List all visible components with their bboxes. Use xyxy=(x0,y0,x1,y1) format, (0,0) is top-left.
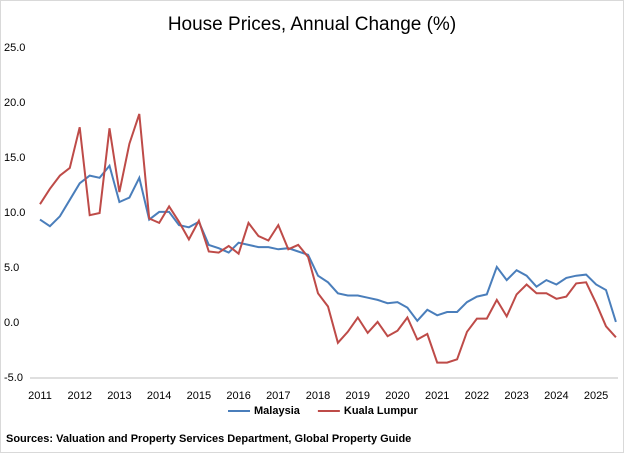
y-tick-label: 5.0 xyxy=(4,262,19,274)
legend-label: Kuala Lumpur xyxy=(344,405,419,417)
chart-title: House Prices, Annual Change (%) xyxy=(168,14,456,35)
x-tick-label: 2018 xyxy=(306,390,330,402)
x-tick-label: 2020 xyxy=(385,390,409,402)
x-tick-label: 2025 xyxy=(584,390,608,402)
legend-label: Malaysia xyxy=(254,405,301,417)
x-tick-label: 2019 xyxy=(346,390,370,402)
series-line xyxy=(39,163,617,323)
y-tick-label: 10.0 xyxy=(4,207,25,219)
x-tick-label: 2021 xyxy=(425,390,449,402)
x-tick-label: 2012 xyxy=(67,390,91,402)
x-tick-label: 2022 xyxy=(465,390,489,402)
x-tick-label: 2017 xyxy=(266,390,290,402)
x-tick-label: 2011 xyxy=(28,390,52,402)
x-tick-label: 2013 xyxy=(107,390,131,402)
y-tick-label: 25.0 xyxy=(4,42,25,54)
y-tick-label: 15.0 xyxy=(4,152,25,164)
x-tick-label: 2016 xyxy=(226,390,250,402)
x-tick-label: 2023 xyxy=(504,390,528,402)
y-tick-label: 0.0 xyxy=(4,317,19,329)
x-tick-label: 2015 xyxy=(187,390,211,402)
source-note: Sources: Valuation and Property Services… xyxy=(6,433,411,445)
x-tick-label: 2014 xyxy=(147,390,171,402)
y-tick-label: 20.0 xyxy=(4,97,25,109)
series-line xyxy=(39,113,617,364)
y-tick-label: -5.0 xyxy=(4,372,23,384)
x-tick-label: 2024 xyxy=(544,390,568,402)
